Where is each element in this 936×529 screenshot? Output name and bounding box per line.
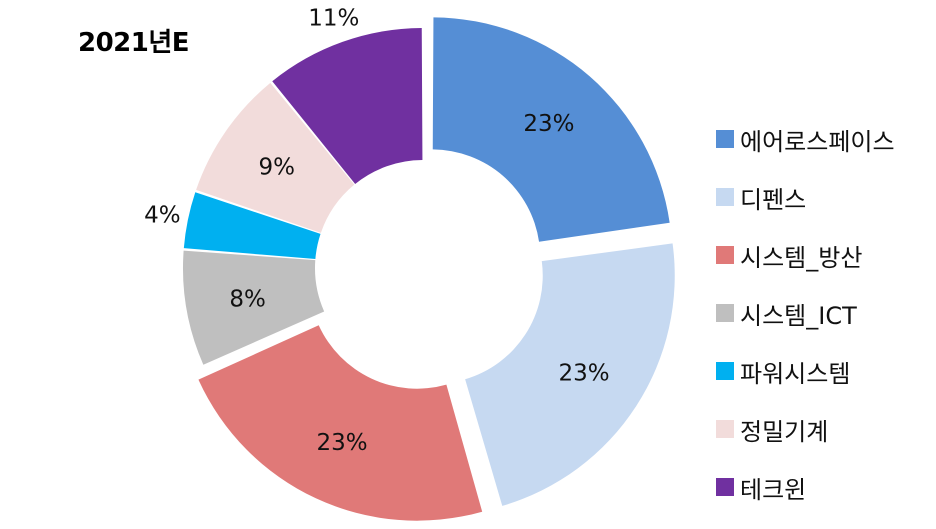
slice-label-5: 4% [144, 203, 181, 229]
slice-2 [465, 243, 675, 506]
legend-item-5: 파워시스템 [716, 342, 931, 400]
legend-swatch [716, 246, 734, 264]
legend-label: 시스템_ICT [740, 301, 857, 330]
legend-label: 테크윈 [740, 475, 807, 504]
slice-6 [196, 82, 355, 233]
slice-label-6: 9% [259, 155, 296, 181]
legend-item-6: 정밀기계 [716, 400, 931, 458]
legend-swatch [716, 478, 734, 496]
legend-swatch [716, 304, 734, 322]
legend-item-2: 디펜스 [716, 168, 931, 226]
slice-4 [183, 250, 325, 365]
slice-5 [183, 192, 321, 260]
legend-label: 파워시스템 [740, 359, 851, 388]
slice-1 [432, 17, 670, 242]
legend-label: 시스템_방산 [740, 243, 863, 272]
legend-item-1: 에어로스페이스 [716, 110, 931, 168]
legend-item-4: 시스템_ICT [716, 284, 931, 342]
legend-item-3: 시스템_방산 [716, 226, 931, 284]
legend-swatch [716, 420, 734, 438]
slice-7 [272, 28, 423, 184]
legend-label: 에어로스페이스 [740, 127, 895, 156]
slice-label-3: 23% [316, 430, 367, 456]
slice-label-4: 8% [229, 286, 266, 312]
chart-title: 2021년E [78, 28, 190, 58]
legend-label: 디펜스 [740, 185, 807, 214]
legend-swatch [716, 130, 734, 148]
slice-label-2: 23% [559, 360, 610, 386]
legend-swatch [716, 188, 734, 206]
slice-3 [198, 325, 483, 521]
slice-label-7: 11% [308, 5, 359, 31]
legend-label: 정밀기계 [740, 417, 829, 446]
legend-swatch [716, 362, 734, 380]
legend-item-7: 테크윈 [716, 458, 931, 516]
slice-label-1: 23% [523, 111, 574, 137]
